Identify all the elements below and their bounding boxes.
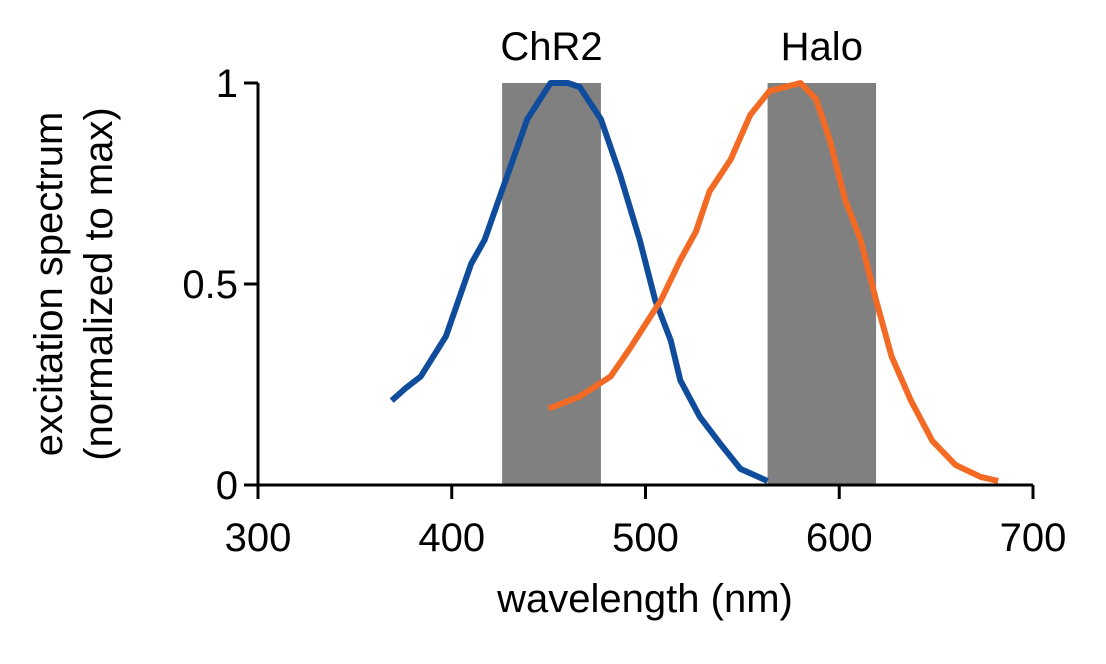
x-axis-label: wavelength (nm) xyxy=(496,577,793,621)
y-tick-label: 0.5 xyxy=(182,263,238,307)
x-tick-label: 300 xyxy=(225,516,292,560)
series-line-1 xyxy=(547,80,999,484)
x-tick-label: 600 xyxy=(806,516,873,560)
series-line-0 xyxy=(389,80,769,484)
x-tick-label: 700 xyxy=(1000,516,1067,560)
y-axis-label-line1: excitation spectrum xyxy=(27,112,71,457)
band-label: ChR2 xyxy=(500,25,602,69)
band-label: Halo xyxy=(781,25,863,69)
x-tick-label: 500 xyxy=(612,516,679,560)
y-axis-label-line2: (normalized to max) xyxy=(77,107,121,460)
y-tick-label: 1 xyxy=(216,62,238,106)
y-tick-label: 0 xyxy=(216,464,238,508)
band-halo xyxy=(767,83,877,485)
x-tick-label: 400 xyxy=(418,516,485,560)
